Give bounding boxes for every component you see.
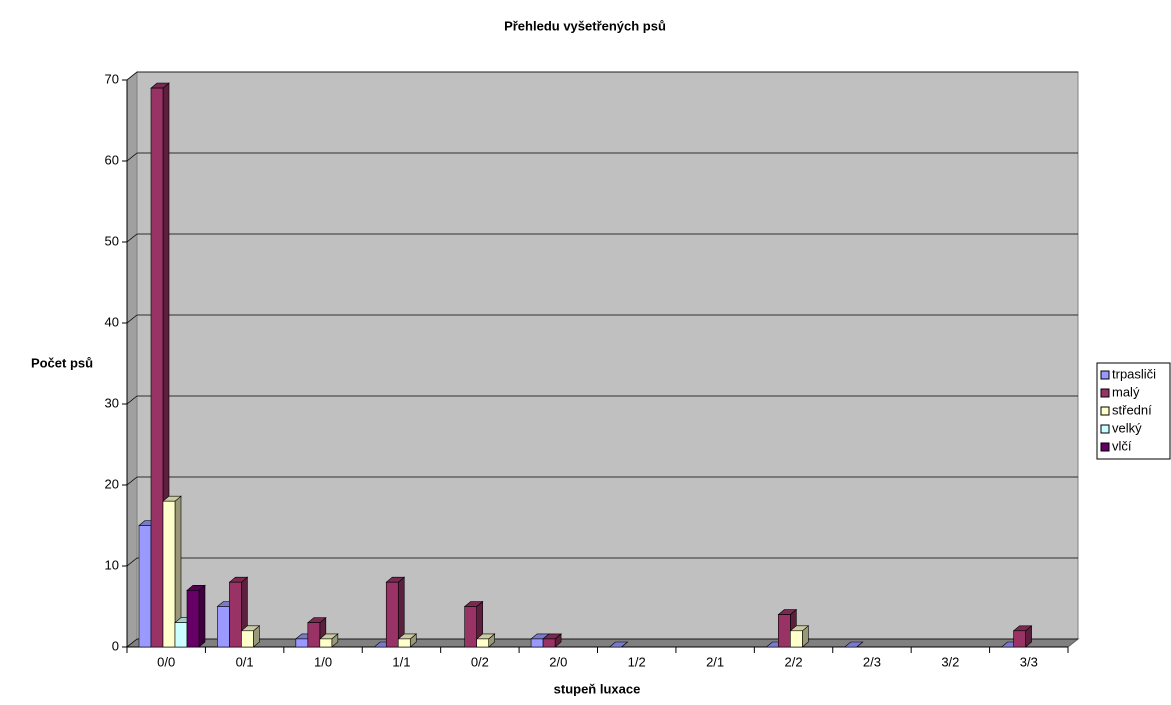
bar <box>1013 630 1026 648</box>
grid-line <box>126 233 138 243</box>
x-tick-label: 2/2 <box>785 654 803 669</box>
y-tick-label: 60 <box>105 152 119 167</box>
x-axis-title: stupeň luxace <box>554 681 641 696</box>
x-tick-label: 0/1 <box>236 654 254 669</box>
grid-line <box>126 71 138 81</box>
bar <box>530 638 544 648</box>
y-tick-label: 40 <box>105 314 119 329</box>
y-tick-label: 30 <box>105 395 119 410</box>
grid-line <box>126 638 138 648</box>
bar-top <box>608 641 629 648</box>
x-tick-label: 1/1 <box>392 654 410 669</box>
x-tick-label: 0/2 <box>471 654 489 669</box>
legend-label: střední <box>1112 402 1152 417</box>
y-tick-label: 10 <box>105 557 119 572</box>
bar <box>229 581 242 648</box>
bar <box>397 638 411 648</box>
bar <box>464 606 477 648</box>
y-tick-label: 20 <box>105 476 119 491</box>
bar <box>174 622 188 648</box>
y-tick-label: 0 <box>112 638 119 653</box>
bar <box>790 630 803 648</box>
bar <box>778 614 791 648</box>
bar-side <box>198 584 206 648</box>
legend-label: velký <box>1112 420 1142 435</box>
y-tick-label: 70 <box>105 71 119 86</box>
bar <box>138 525 152 648</box>
bar <box>150 87 164 648</box>
legend-swatch <box>1100 424 1110 434</box>
grid-line <box>126 476 138 486</box>
legend-label: trpasliči <box>1112 366 1156 381</box>
grid-line <box>126 557 138 567</box>
bar <box>542 638 556 648</box>
bar <box>295 638 309 648</box>
bar-top <box>843 641 864 648</box>
y-axis-title: Počet psů <box>31 355 93 370</box>
back-wall <box>136 71 1079 640</box>
legend-swatch <box>1100 406 1110 416</box>
grid-line <box>126 314 138 324</box>
legend-label: malý <box>1112 384 1140 399</box>
grid-line <box>126 395 138 405</box>
x-tick-label: 2/3 <box>863 654 881 669</box>
x-tick-label: 2/0 <box>549 654 567 669</box>
bar <box>319 638 333 648</box>
x-tick-label: 1/0 <box>314 654 332 669</box>
bar <box>186 589 200 648</box>
x-tick-label: 2/1 <box>706 654 724 669</box>
floor <box>125 638 1080 648</box>
side-wall <box>126 70 138 649</box>
bar <box>385 581 399 648</box>
x-tick-label: 3/3 <box>1020 654 1038 669</box>
chart-title: Přehledu vyšetřených psů <box>504 18 666 33</box>
bar <box>217 606 230 648</box>
bar <box>476 638 489 648</box>
bar <box>307 622 321 648</box>
x-tick-label: 1/2 <box>628 654 646 669</box>
legend-swatch <box>1100 388 1110 398</box>
bar <box>241 630 254 648</box>
legend-label: vlčí <box>1112 438 1132 453</box>
legend-swatch <box>1100 442 1110 452</box>
x-tick-label: 0/0 <box>157 654 175 669</box>
bar <box>162 500 176 648</box>
legend-swatch <box>1100 370 1110 380</box>
x-tick-label: 3/2 <box>941 654 959 669</box>
y-tick-label: 50 <box>105 233 119 248</box>
grid-line <box>126 152 138 162</box>
